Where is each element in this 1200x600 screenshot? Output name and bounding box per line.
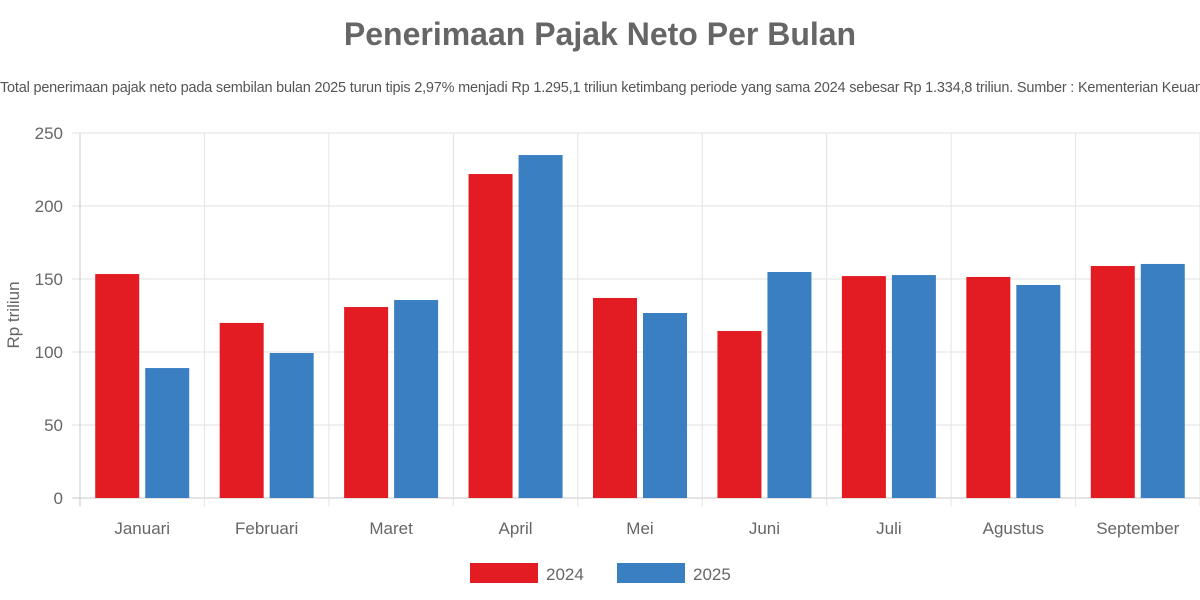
bar-2025-september: [1140, 263, 1185, 498]
bar-2025-agustus: [1016, 284, 1061, 498]
bar-2025-februari: [269, 353, 314, 498]
bar-2024-mei: [593, 297, 637, 498]
y-tick-label: 250: [35, 124, 63, 143]
y-tick-label: 100: [35, 343, 63, 362]
x-tick-label: Mei: [626, 519, 653, 538]
x-tick-label: April: [499, 519, 533, 538]
x-tick-label: September: [1096, 519, 1179, 538]
y-tick-label: 200: [35, 197, 63, 216]
legend-label-2024: 2024: [546, 565, 584, 584]
bar-2025-april: [518, 155, 563, 498]
bar-2025-mei: [643, 313, 687, 498]
x-tick-label: Juli: [876, 519, 902, 538]
legend-swatch-2024: [470, 563, 538, 583]
bar-2024-september: [1090, 266, 1135, 498]
bar-2024-januari: [95, 274, 140, 498]
chart-title: Penerimaan Pajak Neto Per Bulan: [343, 16, 857, 52]
bar-2024-maret: [344, 307, 389, 498]
chart-subtitle: Total penerimaan pajak neto pada sembila…: [0, 80, 1200, 96]
x-tick-label: Januari: [114, 519, 170, 538]
bar-2024-juli: [841, 276, 886, 498]
bar-2025-juli: [891, 275, 936, 498]
y-tick-label: 150: [35, 270, 63, 289]
y-tick-label: 50: [44, 416, 63, 435]
y-tick-label: 0: [54, 489, 63, 508]
y-axis-label: Rp triliun: [4, 281, 23, 348]
x-tick-label: Agustus: [983, 519, 1044, 538]
bar-2024-februari: [219, 322, 264, 498]
bar-2025-juni: [767, 271, 812, 498]
x-tick-label: Juni: [749, 519, 780, 538]
x-tick-label: Februari: [235, 519, 298, 538]
legend-swatch-2025: [617, 563, 685, 583]
bar-2025-januari: [145, 368, 190, 498]
bar-2024-agustus: [966, 276, 1011, 498]
bar-2024-april: [468, 174, 513, 498]
x-tick-label: Maret: [369, 519, 413, 538]
legend-label-2025: 2025: [693, 565, 731, 584]
bar-2025-maret: [394, 300, 439, 498]
bar-2024-juni: [717, 330, 762, 498]
